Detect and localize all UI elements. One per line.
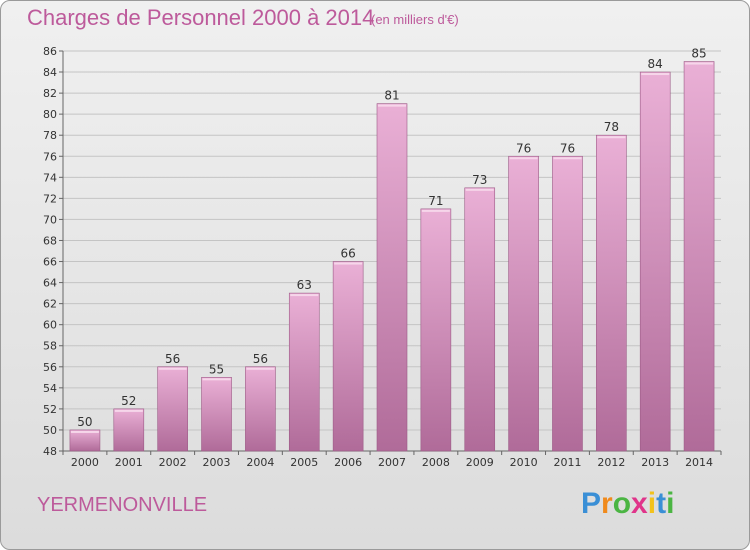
y-tick-label: 54: [43, 382, 57, 395]
y-tick-label: 76: [43, 150, 57, 163]
data-labels: 50 52 56 55 56 63 66 81 71 73 76 76 78 84 85: [77, 47, 706, 429]
x-tick-label: 2007: [378, 456, 406, 469]
bar-highlight: [334, 262, 363, 265]
x-tick-label: 2000: [71, 456, 99, 469]
bar-highlight: [641, 73, 670, 76]
y-tick-label: 78: [43, 129, 57, 142]
y-tick-label: 50: [43, 424, 57, 437]
logo-letter: r: [601, 487, 613, 520]
bar-highlight: [553, 157, 582, 160]
x-tick-label: 2002: [159, 456, 187, 469]
bar-highlight: [685, 62, 714, 65]
data-label: 84: [648, 57, 663, 71]
y-tick-label: 80: [43, 108, 57, 121]
x-tick-label: 2008: [422, 456, 450, 469]
bar-2000: [69, 429, 101, 452]
bar-highlight: [421, 209, 450, 212]
logo-letter: x: [631, 487, 648, 520]
data-label: 76: [516, 141, 531, 155]
data-label: 81: [384, 89, 399, 103]
data-label: 85: [691, 47, 706, 61]
data-label: 56: [253, 352, 268, 366]
x-tick-label: 2003: [203, 456, 231, 469]
bar-2010: [508, 155, 539, 452]
bar-highlight: [70, 430, 99, 433]
bar-2014: [683, 61, 715, 452]
bar-2009: [464, 187, 496, 452]
y-tick-label: 82: [43, 87, 57, 100]
data-label: 56: [165, 352, 180, 366]
logo-letter: t: [656, 487, 667, 520]
y-tick-label: 68: [43, 234, 57, 247]
x-tick-label: 2010: [510, 456, 538, 469]
bar-2004: [245, 366, 276, 452]
bar-highlight: [509, 157, 538, 160]
bar-2007: [376, 103, 408, 452]
data-label: 78: [604, 120, 619, 134]
data-label: 63: [297, 278, 312, 292]
x-tick-label: 2005: [290, 456, 318, 469]
y-tick-label: 56: [43, 361, 57, 374]
y-tick-label: 52: [43, 403, 57, 416]
bar-highlight: [378, 104, 406, 107]
y-tick-label: 86: [43, 45, 57, 58]
y-tick-label: 74: [43, 171, 57, 184]
x-tick-label: 2012: [597, 456, 625, 469]
bar-highlight: [597, 136, 626, 139]
data-label: 52: [121, 394, 136, 408]
x-tick-label: 2011: [553, 456, 581, 469]
data-label: 76: [560, 141, 575, 155]
bar-2013: [639, 71, 671, 452]
bars: [69, 61, 715, 452]
y-tick-label: 62: [43, 298, 57, 311]
chart-subtitle: (en milliers d'€): [371, 12, 459, 27]
bar-highlight: [114, 409, 143, 412]
logo-letter: o: [612, 487, 632, 520]
data-label: 71: [428, 194, 443, 208]
data-label: 50: [77, 415, 92, 429]
data-label: 73: [472, 173, 487, 187]
x-tick-label: 2009: [466, 456, 494, 469]
x-tick-label: 2006: [334, 456, 362, 469]
bar-2001: [113, 408, 145, 452]
x-tick-label: 2014: [685, 456, 713, 469]
bar-2002: [157, 366, 188, 452]
logo-letter: i: [647, 487, 657, 520]
bar-2003: [201, 377, 232, 452]
bar-highlight: [202, 378, 231, 381]
bar-highlight: [290, 294, 319, 297]
place-name: YERMENONVILLE: [37, 494, 208, 516]
y-tick-label: 48: [43, 445, 57, 458]
bar-highlight: [158, 367, 187, 370]
logo-letter: i: [666, 487, 675, 520]
chart-title: Charges de Personnel 2000 à 2014: [27, 5, 375, 30]
y-tick-label: 58: [43, 340, 57, 353]
bar-2008: [420, 208, 452, 452]
y-tick-label: 70: [43, 213, 57, 226]
bar-highlight: [465, 188, 494, 191]
y-tick-label: 84: [43, 66, 57, 79]
x-tick-label: 2001: [115, 456, 143, 469]
logo-letter: P: [581, 487, 602, 520]
bar-highlight: [246, 367, 275, 370]
y-tick-label: 64: [43, 277, 57, 290]
y-tick-label: 72: [43, 192, 57, 205]
bar-2012: [596, 134, 627, 452]
x-tick-label: 2013: [641, 456, 669, 469]
x-tick-label: 2004: [246, 456, 274, 469]
data-label: 55: [209, 362, 224, 376]
proxiti-logo: Proxiti: [581, 487, 674, 521]
bar-2011: [552, 155, 583, 452]
y-tick-label: 66: [43, 256, 57, 269]
y-tick-label: 60: [43, 319, 57, 332]
bar-2006: [332, 261, 364, 452]
bar-2005: [288, 292, 320, 452]
data-label: 66: [340, 247, 355, 261]
